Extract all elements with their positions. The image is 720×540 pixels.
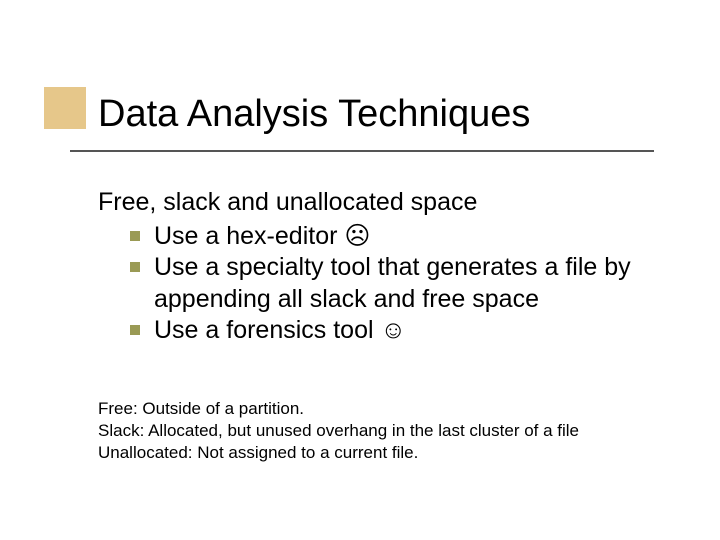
definitions-block: Free: Outside of a partition. Slack: All…	[98, 398, 579, 463]
list-item: Use a hex-editor ☹	[130, 221, 670, 252]
definition-line: Unallocated: Not assigned to a current f…	[98, 442, 579, 464]
definition-line: Free: Outside of a partition.	[98, 398, 579, 420]
list-item: Use a specialty tool that generates a fi…	[130, 252, 670, 315]
bullet-text: Use a forensics tool ☺	[154, 315, 670, 346]
definition-line: Slack: Allocated, but unused overhang in…	[98, 420, 579, 442]
bullet-icon	[130, 231, 140, 241]
bullet-text: Use a hex-editor ☹	[154, 221, 670, 252]
bullet-icon	[130, 325, 140, 335]
bullet-list: Use a hex-editor ☹ Use a specialty tool …	[130, 221, 670, 346]
list-item: Use a forensics tool ☺	[130, 315, 670, 346]
slide-title: Data Analysis Techniques	[98, 93, 530, 136]
slide-subtitle: Free, slack and unallocated space	[98, 188, 477, 217]
bullet-text: Use a specialty tool that generates a fi…	[154, 252, 670, 315]
bullet-icon	[130, 262, 140, 272]
title-underline	[70, 150, 654, 152]
slide: Data Analysis Techniques Free, slack and…	[0, 0, 720, 540]
title-accent-box	[44, 87, 86, 129]
